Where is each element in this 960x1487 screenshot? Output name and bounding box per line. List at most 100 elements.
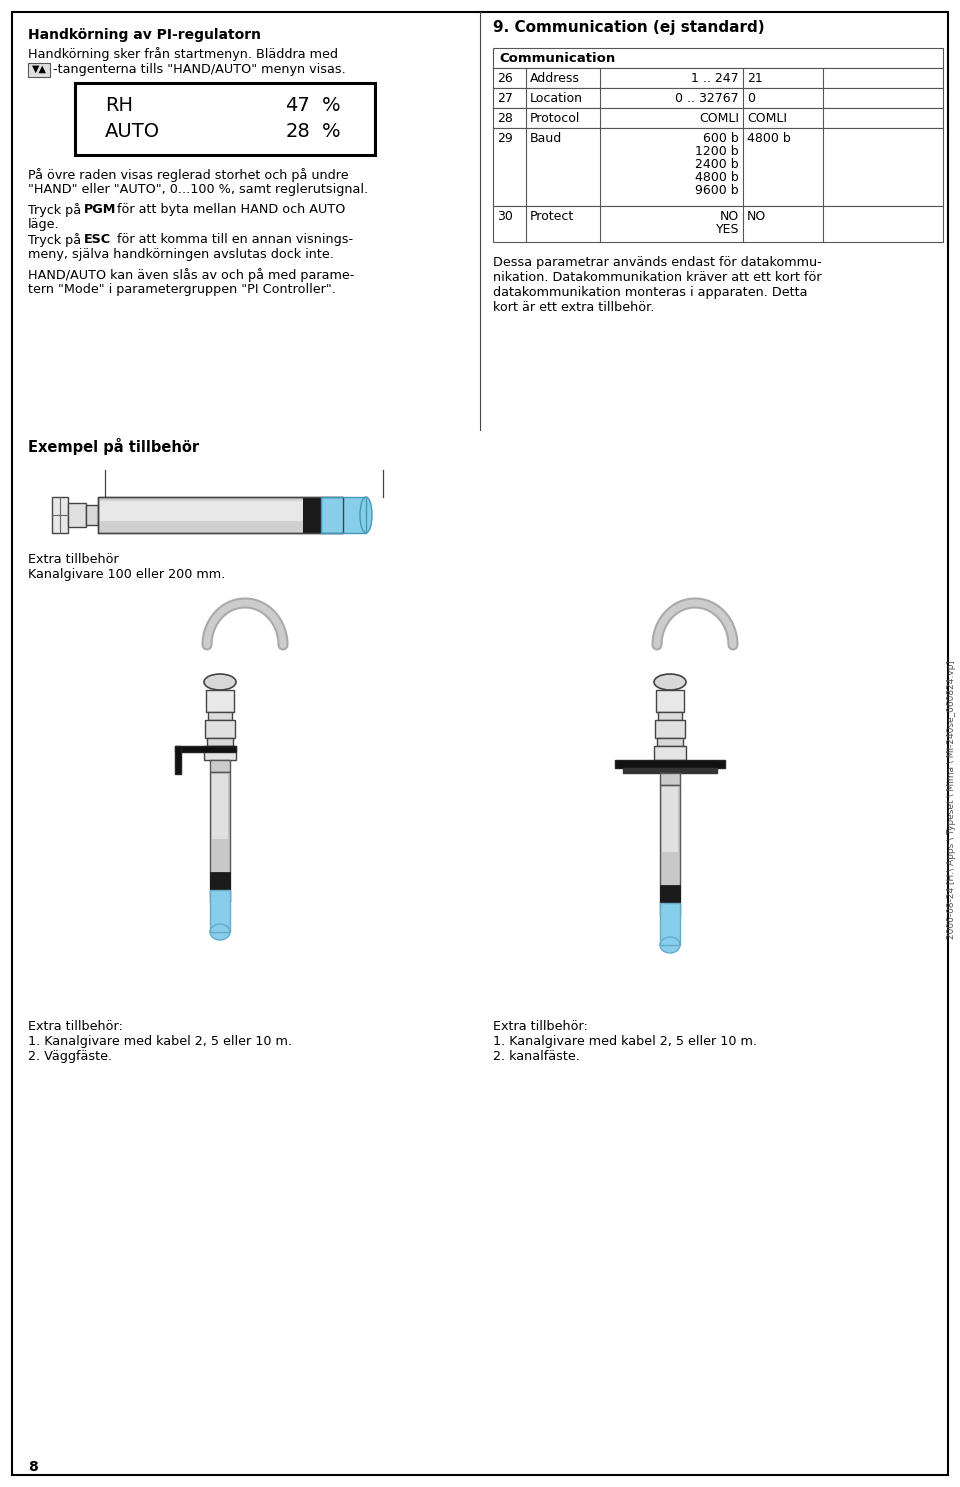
Bar — [660, 773, 680, 785]
Bar — [86, 506, 98, 525]
Text: 28: 28 — [285, 122, 310, 141]
Text: -tangenterna tills "HAND/AUTO" menyn visas.: -tangenterna tills "HAND/AUTO" menyn vis… — [53, 62, 346, 76]
Text: 9600 b: 9600 b — [695, 184, 739, 196]
Text: meny, själva handkörningen avslutas dock inte.: meny, själva handkörningen avslutas dock… — [28, 248, 334, 262]
Bar — [654, 746, 686, 760]
Text: 2006-08-24 [H:\ Apps \ Typeset \ Mima \ MI-240se_060824.vp]: 2006-08-24 [H:\ Apps \ Typeset \ Mima \ … — [948, 660, 956, 940]
Bar — [660, 885, 680, 903]
Text: 9. Communication (ej standard): 9. Communication (ej standard) — [493, 19, 764, 36]
Bar — [212, 775, 228, 839]
Text: Extra tillbehör: Extra tillbehör — [28, 553, 119, 567]
Text: 21: 21 — [747, 71, 763, 85]
Text: Exempel på tillbehör: Exempel på tillbehör — [28, 439, 199, 455]
Bar — [493, 128, 943, 207]
Text: läge.: läge. — [28, 219, 60, 230]
Text: "HAND" eller "AUTO", 0...100 %, samt reglerutsignal.: "HAND" eller "AUTO", 0...100 %, samt reg… — [28, 183, 368, 196]
Bar — [98, 497, 343, 532]
Ellipse shape — [360, 497, 372, 532]
Text: Extra tillbehör:: Extra tillbehör: — [28, 1020, 123, 1033]
Ellipse shape — [654, 674, 686, 690]
Bar — [207, 738, 233, 746]
Text: 27: 27 — [497, 92, 513, 106]
Bar — [660, 903, 680, 946]
Text: På övre raden visas reglerad storhet och på undre: På övre raden visas reglerad storhet och… — [28, 168, 348, 181]
Bar — [660, 785, 680, 915]
Text: kort är ett extra tillbehör.: kort är ett extra tillbehör. — [493, 300, 655, 314]
Bar — [205, 720, 235, 738]
Text: 1. Kanalgivare med kabel 2, 5 eller 10 m.: 1. Kanalgivare med kabel 2, 5 eller 10 m… — [493, 1035, 757, 1048]
Text: Extra tillbehör:: Extra tillbehör: — [493, 1020, 588, 1033]
Ellipse shape — [204, 674, 236, 690]
Text: Communication: Communication — [499, 52, 615, 65]
Bar — [321, 497, 366, 532]
Bar — [655, 720, 685, 738]
Text: Handkörning sker från startmenyn. Bläddra med: Handkörning sker från startmenyn. Bläddr… — [28, 48, 338, 61]
Bar — [493, 109, 943, 128]
Text: Protocol: Protocol — [530, 112, 581, 125]
Text: COMLI: COMLI — [699, 112, 739, 125]
Text: 8: 8 — [28, 1460, 37, 1474]
Text: 2. Väggfäste.: 2. Väggfäste. — [28, 1050, 112, 1063]
Text: %: % — [322, 97, 341, 114]
Text: 4800 b: 4800 b — [747, 132, 791, 146]
Text: 1200 b: 1200 b — [695, 146, 739, 158]
Text: 4800 b: 4800 b — [695, 171, 739, 184]
Bar — [100, 501, 341, 520]
Text: Handkörning av PI-regulatorn: Handkörning av PI-regulatorn — [28, 28, 261, 42]
Bar — [210, 891, 230, 932]
Text: Tryck på: Tryck på — [28, 204, 85, 217]
Bar — [303, 497, 321, 532]
Bar — [493, 207, 943, 242]
Bar — [493, 88, 943, 109]
Bar — [493, 68, 943, 88]
Text: Baud: Baud — [530, 132, 563, 146]
Bar — [210, 871, 230, 891]
Text: för att komma till en annan visnings-: för att komma till en annan visnings- — [113, 233, 353, 245]
Text: COMLI: COMLI — [747, 112, 787, 125]
Text: 29: 29 — [497, 132, 513, 146]
Bar — [68, 503, 86, 526]
Text: Tryck på: Tryck på — [28, 233, 85, 247]
Text: NO: NO — [747, 210, 766, 223]
Text: 2400 b: 2400 b — [695, 158, 739, 171]
Bar — [52, 497, 68, 532]
Text: 0 .. 32767: 0 .. 32767 — [676, 92, 739, 106]
Text: YES: YES — [715, 223, 739, 236]
Text: %: % — [322, 122, 341, 141]
Text: 0: 0 — [747, 92, 755, 106]
Bar — [210, 760, 230, 772]
Bar — [75, 83, 375, 155]
Text: 2. kanalfäste.: 2. kanalfäste. — [493, 1050, 580, 1063]
Text: nikation. Datakommunikation kräver att ett kort för: nikation. Datakommunikation kräver att e… — [493, 271, 822, 284]
Text: PGM: PGM — [84, 204, 116, 216]
Text: datakommunikation monteras i apparaten. Detta: datakommunikation monteras i apparaten. … — [493, 286, 807, 299]
Bar — [28, 62, 50, 77]
Bar — [175, 746, 236, 752]
Ellipse shape — [660, 937, 680, 953]
Text: Dessa parametrar används endast för datakommu-: Dessa parametrar används endast för data… — [493, 256, 822, 269]
Text: Location: Location — [530, 92, 583, 106]
Bar — [98, 497, 343, 532]
Bar — [658, 712, 682, 720]
Text: ESC: ESC — [84, 233, 111, 245]
Text: 1. Kanalgivare med kabel 2, 5 eller 10 m.: 1. Kanalgivare med kabel 2, 5 eller 10 m… — [28, 1035, 292, 1048]
Bar — [623, 767, 717, 773]
Bar — [210, 891, 230, 932]
Text: 1 .. 247: 1 .. 247 — [691, 71, 739, 85]
Bar — [175, 746, 181, 775]
Text: 30: 30 — [497, 210, 513, 223]
Text: AUTO: AUTO — [105, 122, 160, 141]
Text: Address: Address — [530, 71, 580, 85]
Bar — [615, 760, 725, 767]
Text: NO: NO — [720, 210, 739, 223]
Bar — [656, 690, 684, 712]
Text: Protect: Protect — [530, 210, 574, 223]
Bar — [208, 712, 232, 720]
Text: Kanalgivare 100 eller 200 mm.: Kanalgivare 100 eller 200 mm. — [28, 568, 226, 581]
Text: för att byta mellan HAND och AUTO: för att byta mellan HAND och AUTO — [113, 204, 346, 216]
Text: RH: RH — [105, 97, 133, 114]
Bar — [210, 772, 230, 903]
Text: 600 b: 600 b — [704, 132, 739, 146]
Text: 26: 26 — [497, 71, 513, 85]
Bar — [206, 690, 234, 712]
